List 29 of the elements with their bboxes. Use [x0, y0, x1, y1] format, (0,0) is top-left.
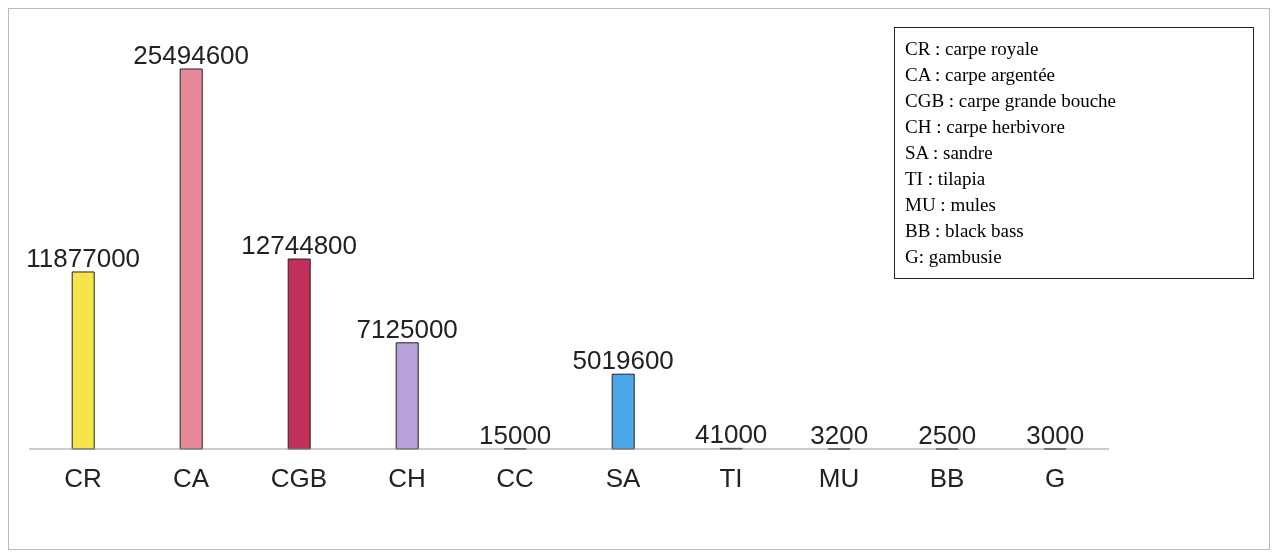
x-tick-label: SA — [605, 463, 641, 494]
data-label: 5019600 — [572, 345, 674, 376]
data-label: 15000 — [479, 419, 552, 450]
x-tick-label: CR — [64, 463, 102, 494]
annotation: CH : carpe herbivore — [905, 115, 1066, 139]
data-label: 3200 — [810, 419, 869, 450]
x-tick-label: TI — [719, 463, 743, 494]
data-label: 11877000 — [26, 242, 141, 273]
data-label: 12744800 — [241, 230, 358, 261]
x-tick-label: CC — [496, 463, 534, 494]
x-tick-label: CA — [172, 463, 210, 494]
data-label: 7125000 — [356, 313, 458, 344]
x-tick-label: G — [1044, 463, 1066, 494]
annotation: CA : carpe argentée — [905, 63, 1056, 87]
annotation: BB : black bass — [905, 219, 1025, 243]
annotation: TI : tilapia — [905, 167, 987, 191]
data-label: 41000 — [695, 419, 768, 450]
data-label: 3000 — [1026, 419, 1085, 450]
annotation: CGB : carpe grande bouche — [905, 89, 1118, 113]
annotation: G: gambusie — [905, 245, 1003, 269]
x-tick-label: BB — [929, 463, 965, 494]
x-tick-label: MU — [818, 463, 860, 494]
data-label: 25494600 — [133, 40, 250, 70]
text: CR : carpe royale — [905, 37, 1040, 61]
x-tick-label: CH — [388, 463, 426, 494]
annotation: SA : sandre — [905, 141, 994, 165]
annotation: MU : mules — [905, 193, 997, 217]
data-label: 2500 — [918, 419, 977, 450]
x-tick-label: CGB — [270, 463, 328, 494]
